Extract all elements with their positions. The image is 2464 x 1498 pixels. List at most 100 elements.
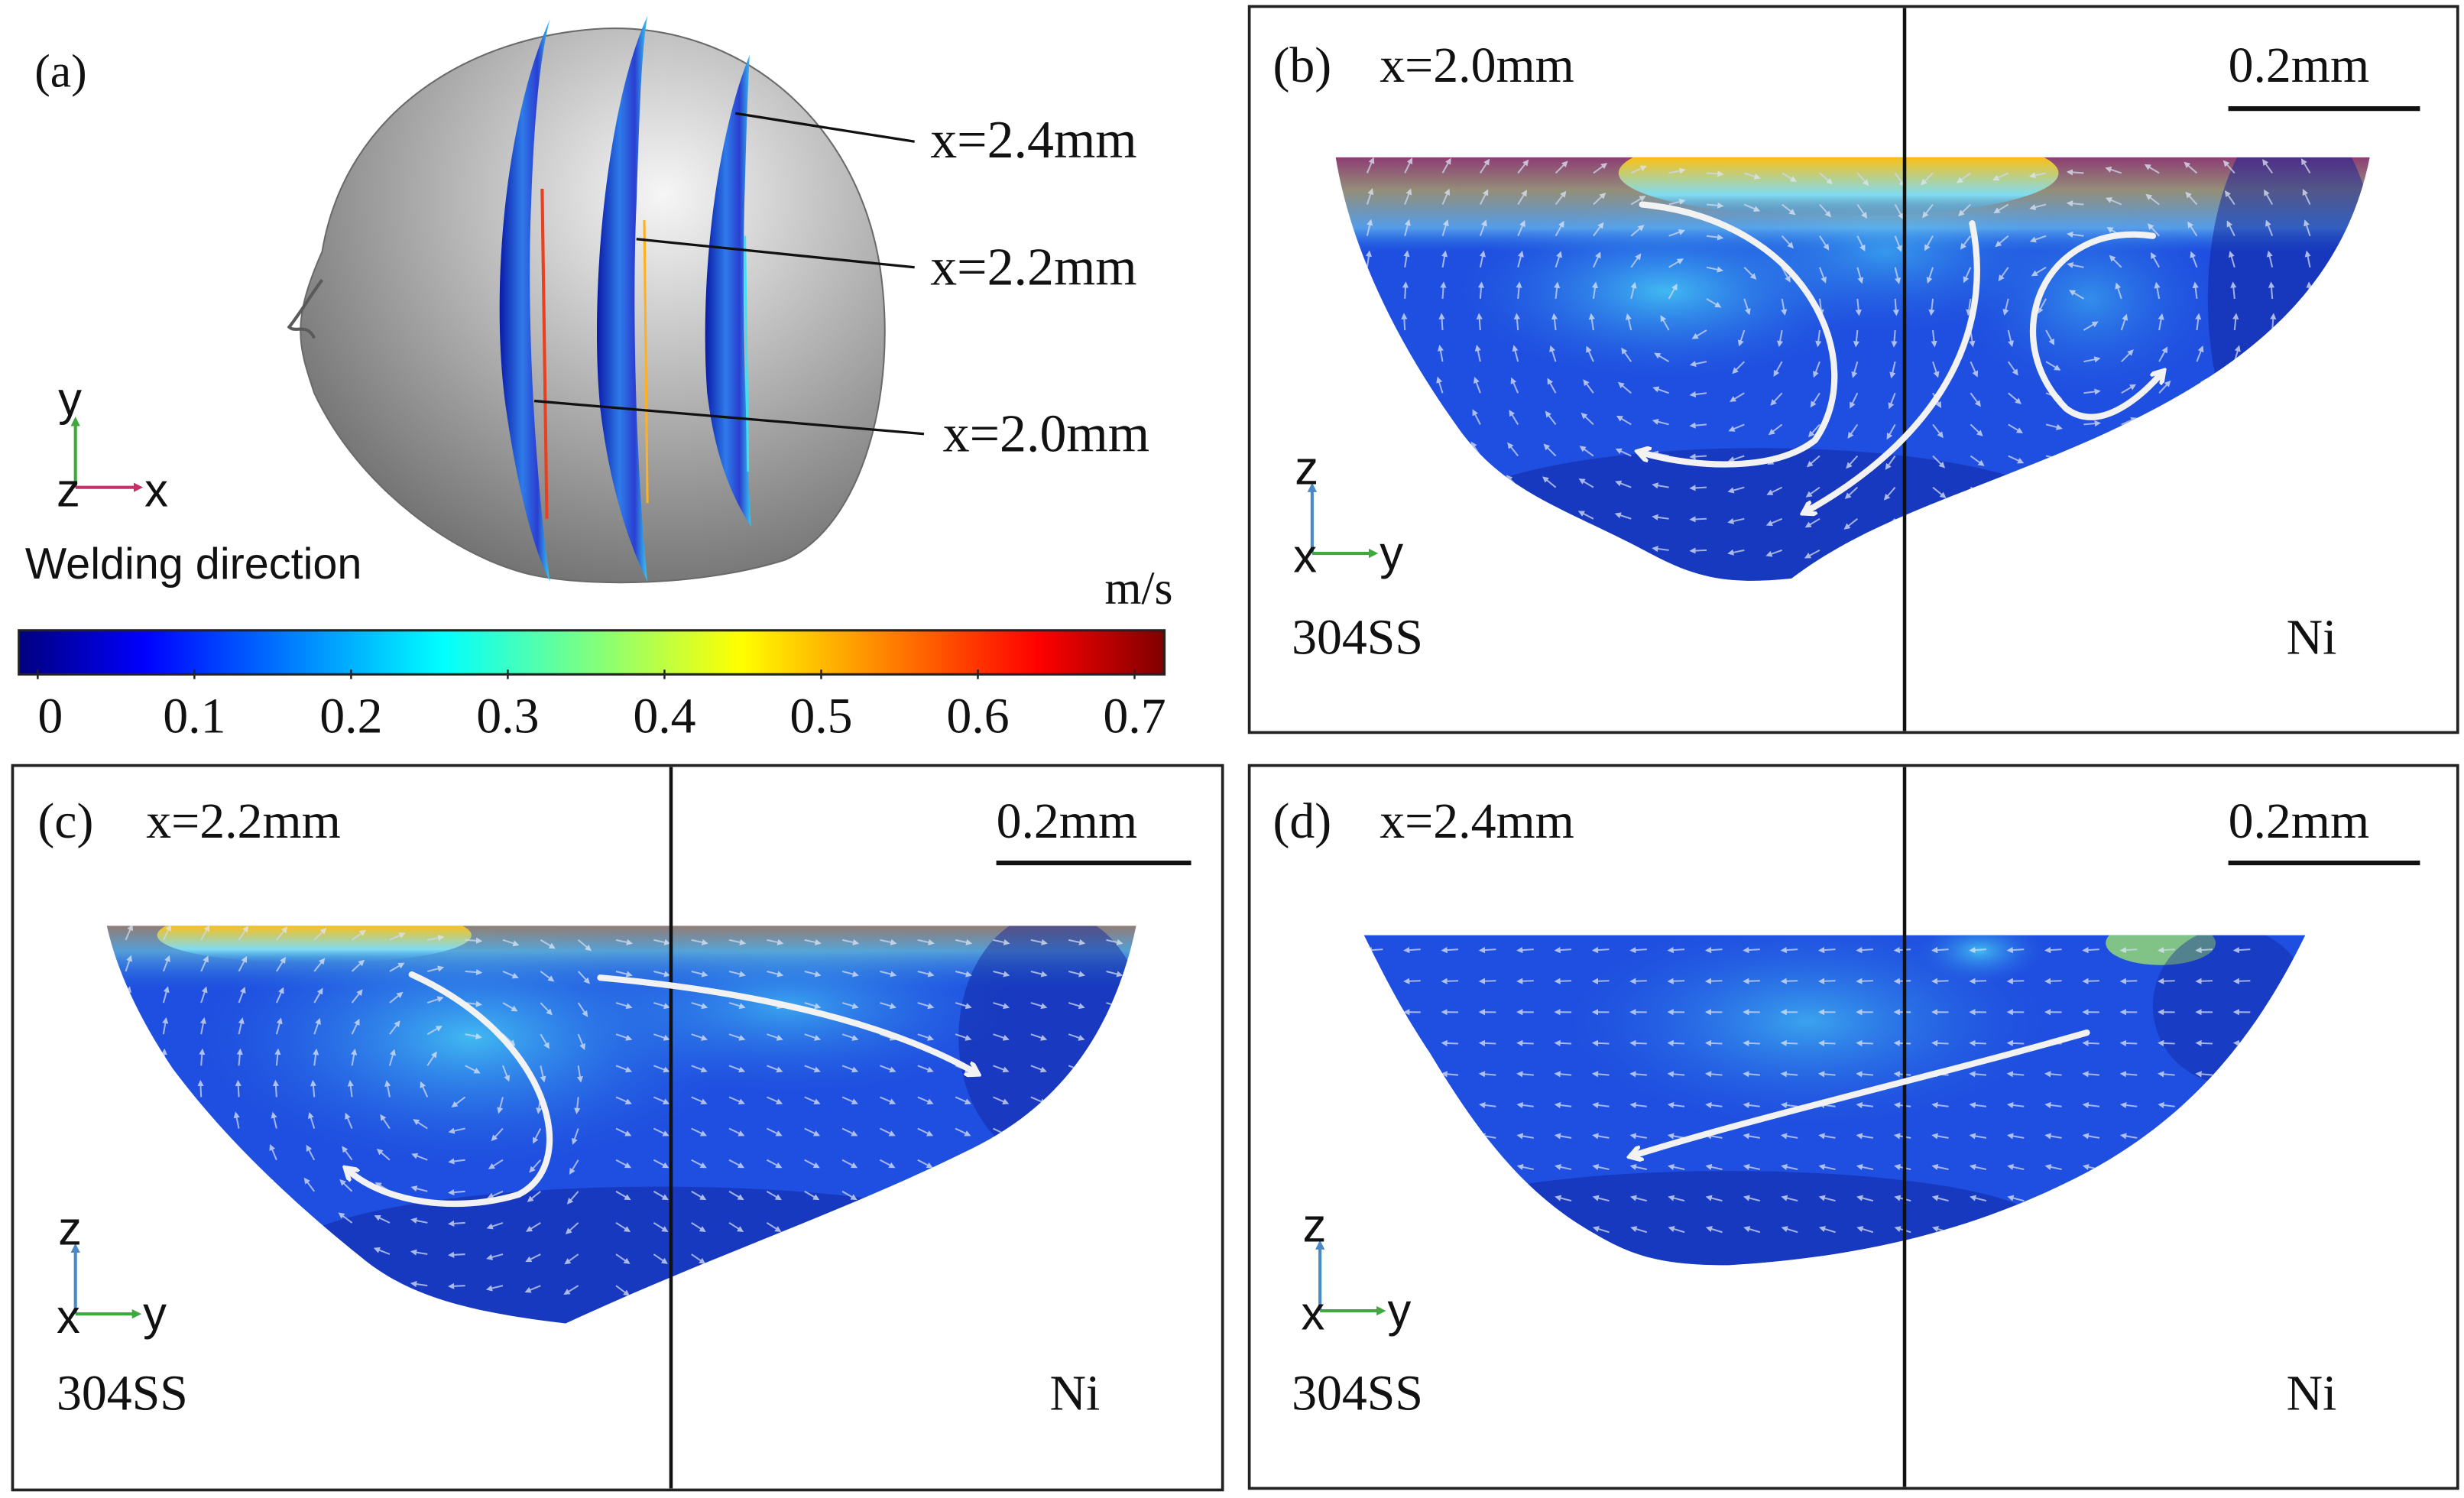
velocity-vector [2045,329,2055,345]
velocity-vector [313,958,326,972]
velocity-vector [272,1079,280,1098]
velocity-vector [728,1222,744,1232]
velocity-vector [1441,1133,1459,1140]
velocity-vector [2121,384,2137,394]
velocity-vector [2226,220,2235,237]
velocity-vector [2083,321,2099,331]
velocity-vector [992,1285,1007,1296]
velocity-vector [1970,455,1985,466]
velocity-vector [300,1243,315,1255]
velocity-vector [200,926,210,941]
velocity-vector [2228,251,2235,268]
velocity-vector [1706,234,1724,241]
velocity-vector [1479,219,1487,237]
velocity-vector [955,1222,971,1232]
velocity-vector [653,1285,668,1296]
velocity-vector [577,1033,585,1051]
velocity-vector [1105,1253,1121,1264]
velocity-vector [767,939,784,945]
velocity-vector [1068,939,1086,945]
velocity-vector [841,1253,857,1264]
velocity-vector [1743,1133,1761,1140]
velocity-vector [766,1285,781,1296]
velocity-vector [1705,1163,1723,1171]
velocity-vector [2029,235,2047,243]
velocity-vector [2196,345,2204,362]
panel-d-title: x=2.4mm [1380,793,1574,849]
velocity-vector [1963,267,1972,284]
velocity-vector [1068,1159,1084,1169]
velocity-vector [2271,506,2285,520]
velocity-vector [955,970,972,978]
velocity-vector [196,1111,203,1129]
velocity-vector [1403,1163,1421,1171]
velocity-vector [491,1127,504,1142]
velocity-vector [1629,1101,1647,1109]
velocity-vector [1807,423,1820,438]
velocity-vector [2082,1071,2100,1078]
velocity-vector [2105,167,2122,174]
velocity-vector [1782,172,1798,182]
velocity-vector [2309,408,2318,425]
velocity-vector [1970,1195,1987,1202]
velocity-vector [1395,504,1406,520]
velocity-vector [1970,392,1981,407]
velocity-vector [1517,220,1525,237]
panel-c-melt-pool [106,926,1136,1324]
velocity-vector [1621,347,1632,362]
velocity-vector [2265,219,2274,237]
velocity-vector [2119,1101,2138,1109]
velocity-vector [1729,392,1745,402]
velocity-vector [615,1222,631,1232]
velocity-vector [1068,1033,1085,1041]
velocity-vector [426,1026,443,1036]
velocity-vector [1817,947,1836,954]
velocity-vector [992,1253,1008,1264]
velocity-vector [1931,1163,1949,1171]
flow-arrow [1807,220,1980,511]
velocity-vector [339,1179,353,1192]
velocity-vector [1516,1163,1534,1171]
axis-label-y: y [1388,1285,1412,1338]
velocity-vector [533,1128,542,1144]
velocity-vector [2309,473,2320,488]
velocity-vector [2069,290,2084,300]
velocity-vector [388,1049,396,1066]
velocity-vector [448,1127,465,1134]
velocity-vector [615,970,633,978]
velocity-vector [1555,1195,1572,1202]
velocity-vector [448,1220,465,1227]
velocity-vector [804,1065,821,1073]
velocity-vector [1577,543,1594,551]
velocity-vector [2271,345,2278,362]
velocity-vector [1856,1071,1873,1078]
velocity-vector [1403,1195,1421,1202]
velocity-vector [1358,504,1368,520]
velocity-vector [1404,1226,1422,1234]
velocity-vector [955,939,973,945]
velocity-vector [2233,1195,2251,1202]
velocity-vector [1432,473,1444,488]
axis-triad-b: z x y [1293,443,1403,583]
velocity-vector [1614,512,1632,520]
velocity-vector [1668,258,1684,268]
velocity-vector [2006,1071,2025,1078]
velocity-vector [2158,543,2176,551]
velocity-vector [879,1253,895,1264]
velocity-vector [2196,1226,2213,1234]
velocity-vector [2309,505,2322,520]
velocity-vector [1773,361,1783,378]
velocity-vector [1932,517,1947,529]
velocity-vector [1105,1222,1121,1232]
velocity-vector [1969,1133,1987,1140]
velocity-vector [2271,377,2280,394]
velocity-vector [389,1020,400,1035]
velocity-vector [2067,231,2084,238]
velocity-vector [1469,474,1481,488]
velocity-vector [2008,486,2025,494]
velocity-vector [1743,1226,1761,1234]
velocity-vector [1818,1133,1836,1140]
velocity-vector [1856,1195,1874,1202]
velocity-vector [841,970,859,978]
velocity-vector [276,926,288,941]
